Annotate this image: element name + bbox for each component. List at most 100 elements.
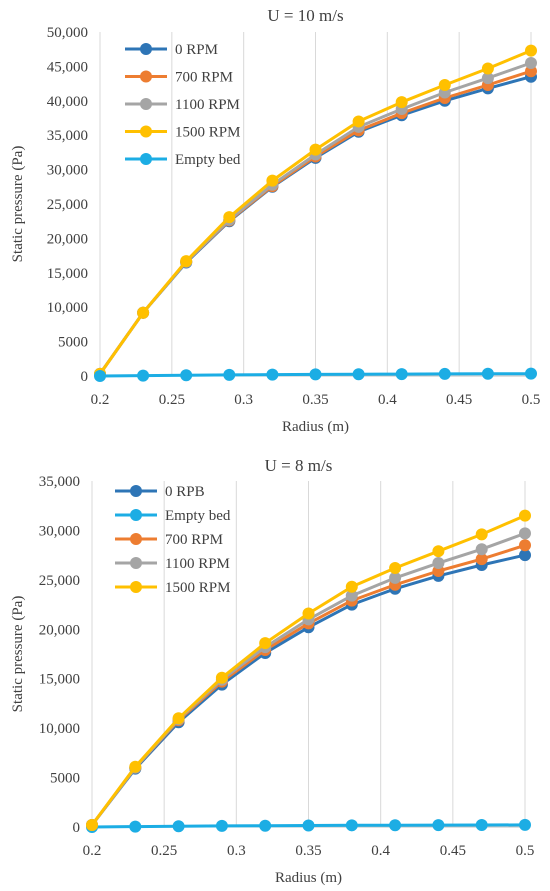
chart0-series-3-point (481, 62, 494, 75)
chart0-series-4-point (223, 368, 236, 381)
chart1-series-4-point (172, 712, 185, 725)
chart1-legend-label-3: 1100 RPM (165, 556, 230, 572)
chart1-y-tick-label: 30,000 (39, 523, 80, 539)
chart1-legend-label-2: 700 RPM (165, 532, 223, 548)
chart0-series-2-point (481, 72, 494, 85)
chart0-x-tick-label: 0.3 (234, 392, 253, 408)
chart0-series-4-point (481, 367, 494, 380)
chart1-title: U = 8 m/s (265, 456, 333, 475)
chart1-series-3-point (389, 571, 402, 584)
chart0-series-3-point (395, 96, 408, 109)
chart0-series-3-point (180, 255, 193, 268)
chart0-legend-label-1: 700 RPM (175, 70, 233, 86)
chart0-series-4-point (137, 369, 150, 382)
chart1-x-axis-label: Radius (m) (275, 870, 342, 886)
chart0-series-3-point (309, 143, 322, 156)
chart1-y-tick-label: 15,000 (39, 672, 80, 688)
chart1-legend-marker-4 (130, 581, 142, 593)
chart0-y-tick-label: 15,000 (47, 266, 88, 282)
chart1-x-tick-label: 0.5 (516, 843, 535, 859)
chart1-series-1-point (432, 819, 445, 832)
chart0-title: U = 10 m/s (267, 6, 343, 25)
chart0-x-tick-label: 0.45 (446, 392, 472, 408)
chart0-y-tick-label: 5000 (58, 335, 88, 351)
chart1-y-tick-label: 10,000 (39, 721, 80, 737)
chart0-series-4-point (395, 368, 408, 381)
chart0-x-tick-label: 0.5 (522, 392, 541, 408)
chart0-y-tick-label: 45,000 (47, 59, 88, 75)
chart0-legend-label-4: Empty bed (175, 152, 241, 168)
chart0-series-4-point (180, 369, 193, 382)
chart0-series-4-point (94, 370, 106, 382)
chart0-series-2-point (525, 56, 537, 69)
chart0-y-tick-label: 0 (81, 369, 89, 385)
chart1-x-tick-label: 0.4 (371, 843, 390, 859)
chart0-series-3-point (223, 211, 236, 224)
chart1-y-axis-label: Static pressure (Pa) (10, 596, 26, 713)
chart1-legend-marker-3 (130, 557, 142, 569)
chart0-series-3-point (266, 174, 279, 187)
chart1-series-4-point (345, 580, 358, 593)
chart0-series-3-point (352, 115, 365, 128)
chart1-y-tick-label: 20,000 (39, 622, 80, 638)
chart-u10-svg: U = 10 m/s 0.2 0.25 0.3 0.35 0.4 0.45 0.5 0 5000 1… (10, 6, 541, 435)
chart-u8: U = 8 m/s 0.2 0.25 0.3 0.35 0.4 0.45 0.5 0 5000 10… (0, 445, 550, 891)
chart0-x-tick-label: 0.4 (378, 392, 397, 408)
chart1-series-1-point (172, 820, 185, 833)
chart0-legend-marker-4 (140, 153, 152, 165)
chart1-series-4-point (86, 819, 98, 832)
chart1-series-1-point (129, 820, 142, 833)
chart1-series-2-point (475, 553, 488, 566)
chart0-y-tick-label: 10,000 (47, 300, 88, 316)
chart0-x-tick-label: 0.2 (91, 392, 110, 408)
chart0-y-tick-label: 40,000 (47, 94, 88, 110)
chart1-y-tick-label: 0 (73, 820, 81, 836)
chart0-y-tick-label: 20,000 (47, 231, 88, 247)
chart0-legend-label-0: 0 RPM (175, 42, 218, 58)
chart1-legend-label-0: 0 RPB (165, 484, 205, 500)
chart1-x-tick-label: 0.45 (440, 843, 466, 859)
chart1-series-2-point (519, 539, 531, 552)
chart1-series-4-point (259, 637, 272, 650)
chart1-series-1-point (389, 819, 402, 832)
chart0-legend-marker-0 (140, 43, 152, 55)
chart1-series-3-point (475, 543, 488, 556)
chart-u10: U = 10 m/s 0.2 0.25 0.3 0.35 0.4 0.45 0.5 0 5000 1… (0, 0, 550, 440)
chart1-y-tick-label: 25,000 (39, 573, 80, 589)
chart1-legend-marker-2 (130, 533, 142, 545)
chart1-y-tick-label: 35,000 (39, 474, 80, 490)
chart0-series-3-point (438, 78, 451, 91)
chart0-x-tick-label: 0.25 (159, 392, 185, 408)
chart1-legend-marker-1 (130, 509, 142, 521)
chart0-legend-marker-2 (140, 98, 152, 110)
chart1-series-1-point (475, 819, 488, 832)
chart1-series-1-point (215, 819, 228, 832)
chart0-series-4-point (266, 368, 279, 381)
chart0-series-1-point (525, 65, 537, 78)
chart0-y-axis-label: Static pressure (Pa) (10, 146, 26, 263)
chart1-series-3-point (519, 527, 531, 540)
chart-u8-svg: U = 8 m/s 0.2 0.25 0.3 0.35 0.4 0.45 0.5 0 5000 10… (10, 456, 535, 886)
chart1-series-1-point (519, 818, 531, 831)
chart0-y-tick-label: 25,000 (47, 197, 88, 213)
chart1-series-1-point (259, 819, 272, 832)
chart1-series-4-point (432, 545, 445, 558)
chart1-series-4-point (389, 561, 402, 574)
chart1-series-1-point (345, 819, 358, 832)
chart1-legend-marker-0 (130, 485, 142, 497)
chart0-series-4-point (309, 368, 322, 381)
chart0-series-4-point (438, 367, 451, 380)
chart0-y-tick-label: 50,000 (47, 25, 88, 41)
chart0-series-4-point (525, 367, 537, 380)
chart1-x-tick-label: 0.35 (295, 843, 321, 859)
chart0-series-3-point (525, 44, 537, 57)
chart0-series-3-point (137, 306, 150, 319)
chart1-series-4-point (129, 760, 142, 773)
chart1-legend-label-1: Empty bed (165, 508, 231, 524)
chart0-legend-marker-1 (140, 70, 152, 83)
chart0-y-tick-label: 35,000 (47, 128, 88, 144)
chart0-series-4-point (352, 368, 365, 381)
chart1-series-4-point (215, 671, 228, 684)
chart0-legend-label-3: 1500 RPM (175, 125, 240, 141)
chart1-series-4-point (302, 607, 315, 620)
